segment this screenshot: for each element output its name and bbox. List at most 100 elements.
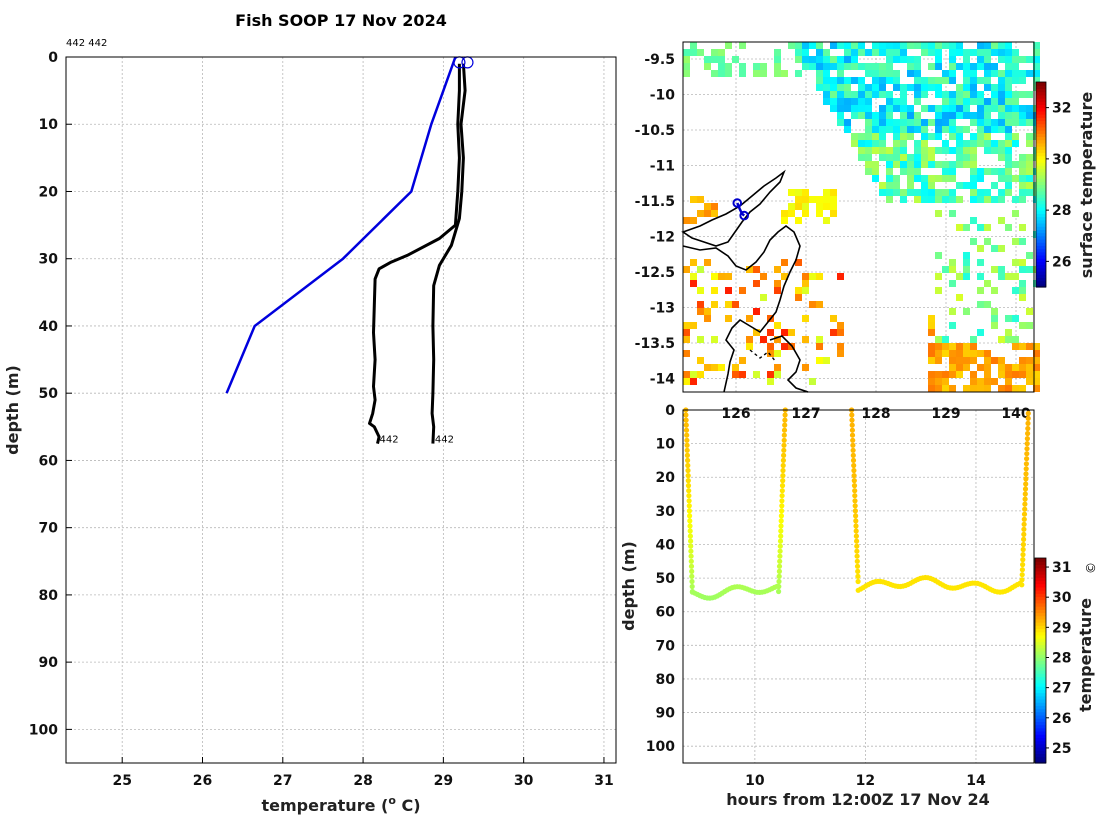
sst-cell xyxy=(900,49,907,56)
sst-cell xyxy=(942,378,949,385)
sst-cell xyxy=(970,112,977,119)
sst-cell xyxy=(998,42,1005,49)
sst-cell xyxy=(865,147,872,154)
sst-cell xyxy=(872,168,879,175)
sst-cell xyxy=(1012,63,1019,70)
sst-cell xyxy=(956,196,963,203)
colorbar-segment xyxy=(1035,666,1046,671)
sst-cell xyxy=(1026,161,1033,168)
y-tick-label: 10 xyxy=(39,117,59,133)
section-point xyxy=(779,498,785,504)
sst-cell xyxy=(977,189,984,196)
temperature-colorbar: 25 26 27 28 29 30 31 xyxy=(1034,557,1072,764)
sst-cell xyxy=(935,42,942,49)
colorbar-segment xyxy=(1035,570,1046,575)
sst-cell xyxy=(963,154,970,161)
sst-cell xyxy=(858,49,865,56)
sst-cell xyxy=(718,70,725,77)
sst-cell xyxy=(914,63,921,70)
sst-cell xyxy=(977,301,984,308)
colorbar-segment xyxy=(1036,101,1046,106)
section-point xyxy=(854,553,860,559)
sst-cell xyxy=(949,98,956,105)
section-point xyxy=(853,513,859,519)
sst-cell xyxy=(977,385,984,392)
section-y-tick-label: 100 xyxy=(646,739,675,755)
sst-cell xyxy=(1012,112,1019,119)
sst-cell xyxy=(998,168,1005,175)
section-point xyxy=(780,467,786,474)
section-point xyxy=(685,483,692,489)
sst-cell xyxy=(1026,308,1033,315)
sst-cell xyxy=(935,196,942,203)
map-y-tick-label: -11.5 xyxy=(635,194,675,210)
sst-cell xyxy=(935,84,942,91)
sst-cell xyxy=(991,315,998,322)
sst-cell xyxy=(879,126,886,133)
sst-cell xyxy=(1019,224,1026,231)
ship-track-marker xyxy=(732,198,743,208)
sst-cell xyxy=(683,336,690,343)
sst-colorbar-label: surface temperature xyxy=(1077,92,1096,279)
section-point xyxy=(688,553,694,559)
section-point xyxy=(849,427,856,433)
sst-cell xyxy=(865,119,872,126)
sst-cell xyxy=(942,189,949,196)
sst-cell xyxy=(942,371,949,378)
sst-cell xyxy=(865,91,872,98)
section-point xyxy=(777,553,783,559)
sst-cell xyxy=(879,140,886,147)
sst-cell xyxy=(970,140,977,147)
sst-cell xyxy=(949,70,956,77)
sst-cell xyxy=(802,280,809,287)
sst-cell xyxy=(1005,273,1012,280)
colorbar-segment xyxy=(1035,622,1046,626)
sst-cell xyxy=(907,63,914,70)
sst-cell xyxy=(844,119,851,126)
sst-cell xyxy=(718,49,725,56)
sst-cell xyxy=(963,91,970,98)
sst-cell xyxy=(816,336,823,343)
sst-cell xyxy=(893,70,900,77)
sst-cell xyxy=(774,336,781,343)
sst-cell xyxy=(865,105,872,112)
colorbar-segment xyxy=(1036,162,1046,166)
sst-cell xyxy=(956,98,963,105)
section-point xyxy=(1023,471,1029,477)
sst-cell xyxy=(1012,77,1019,84)
section-y-tick-label: 90 xyxy=(656,706,676,722)
colorbar-segment xyxy=(1035,647,1046,652)
sst-cell xyxy=(704,203,711,210)
sst-cells xyxy=(683,42,1040,392)
sst-cell xyxy=(900,147,907,154)
sst-cell xyxy=(949,105,956,112)
section-y-tick-label: 30 xyxy=(656,504,676,520)
sst-cell xyxy=(935,56,942,63)
sst-cell xyxy=(725,70,732,77)
sst-cell xyxy=(914,147,921,154)
sst-cell xyxy=(935,273,942,280)
sst-cell xyxy=(970,336,977,343)
sst-cell xyxy=(998,77,1005,84)
sst-cell xyxy=(865,133,872,140)
sst-cell xyxy=(697,287,704,294)
sst-cell xyxy=(872,91,879,98)
section-point xyxy=(851,473,857,479)
sst-cell xyxy=(991,119,998,126)
sst-cell xyxy=(935,336,942,343)
sst-cell xyxy=(907,42,914,49)
sst-cell xyxy=(886,70,893,77)
section-point xyxy=(849,412,855,418)
colorbar-segment xyxy=(1036,248,1046,253)
sst-cell xyxy=(802,210,809,217)
sst-cell xyxy=(935,63,942,70)
sst-cell xyxy=(1033,343,1040,350)
section-x-tick-label: 12 xyxy=(856,773,875,789)
sst-cell xyxy=(949,112,956,119)
sst-cell xyxy=(928,154,935,161)
sst-cell xyxy=(970,77,977,84)
sst-cell xyxy=(788,203,795,210)
x-label-main: temperature ( xyxy=(261,796,388,815)
sst-cell xyxy=(984,77,991,84)
sst-cell xyxy=(872,77,879,84)
